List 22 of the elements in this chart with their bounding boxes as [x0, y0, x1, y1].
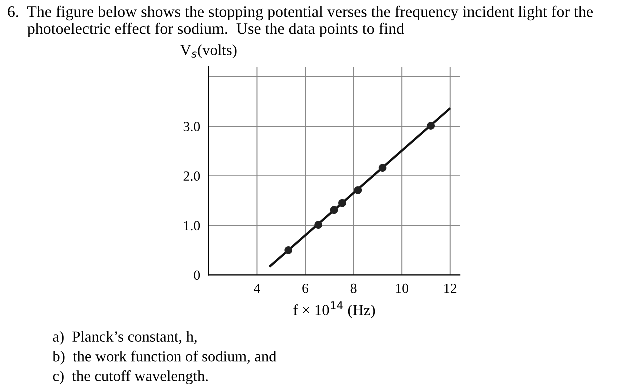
point [378, 164, 387, 172]
x-tick-label: 8 [350, 284, 357, 294]
point [354, 186, 362, 194]
x-tick-label: 10 [396, 284, 409, 294]
point [427, 122, 436, 130]
y-axis-title: V$_{s}$(volts) [180, 44, 237, 59]
y-tick-label: 2.0 [184, 172, 200, 182]
point [314, 221, 323, 230]
x-tick-label: 6 [302, 284, 309, 294]
x-axis-title: f × 10$^{14}$ (Hz) [294, 302, 376, 319]
text: b) the work function of sodium, and [52, 350, 277, 365]
text: c) the cutoff wavelength. [53, 370, 208, 384]
point [330, 206, 338, 214]
y-tick-label: 1.0 [184, 221, 200, 231]
text: a) Planck’s constant, h, [53, 331, 197, 346]
x-tick-label: 4 [254, 284, 260, 294]
y-tick-label: 3.0 [184, 122, 200, 132]
point [284, 246, 293, 254]
chart-title: 6. The figure below shows the stopping potential verses the frequency incident light for the photoelectric effect for sodium. Use the data points to find [8, 6, 593, 38]
y-tick-label: 0 [194, 270, 200, 280]
point [338, 199, 346, 208]
x-tick-label: 12 [444, 284, 457, 294]
